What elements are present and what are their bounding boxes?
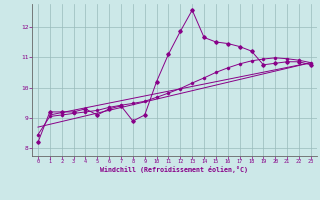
X-axis label: Windchill (Refroidissement éolien,°C): Windchill (Refroidissement éolien,°C) <box>100 166 248 173</box>
